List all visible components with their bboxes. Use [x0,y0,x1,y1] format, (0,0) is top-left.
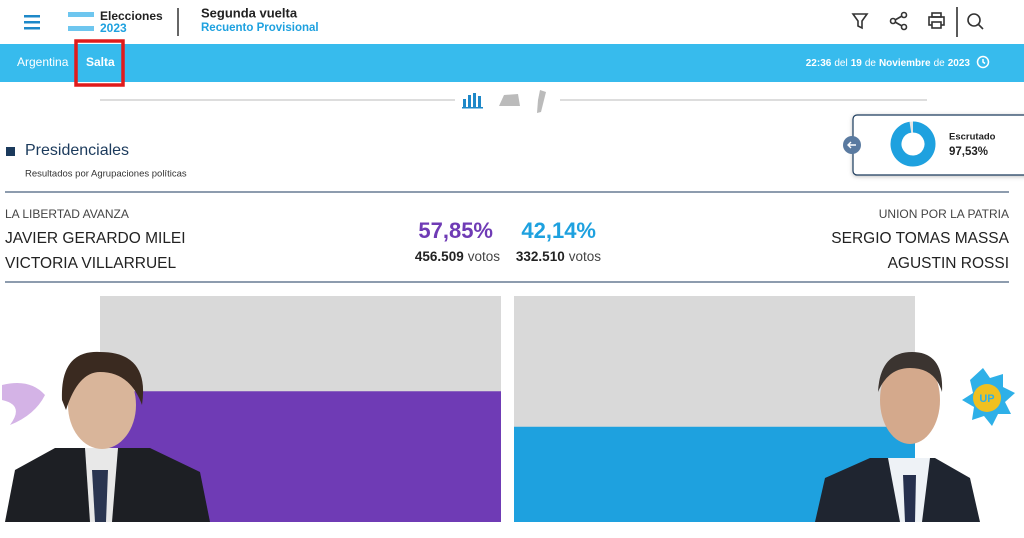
breadcrumb-bar [0,44,1024,82]
timestamp-part: de [865,58,877,69]
donut-arc [890,121,936,167]
president-name: JAVIER GERARDO MILEI [5,230,186,247]
logo-title: Elecciones [100,9,163,23]
svg-text:UP: UP [979,393,994,405]
party-name: LA LIBERTAD AVANZA [5,207,129,221]
filter-icon[interactable] [851,13,869,30]
votes-unit: votos [569,249,602,264]
section-title: Presidenciales [25,142,129,159]
highlight-box [74,39,125,87]
votes: 332.510 [516,249,565,264]
page-title: Segunda vuelta [201,5,298,20]
vice-name: VICTORIA VILLARRUEL [5,255,177,272]
timestamp-part: 22:36 [806,58,832,69]
bars-view-icon[interactable] [462,93,483,109]
percent: 42,14% [521,218,596,243]
menu-button[interactable] [24,15,40,30]
refresh-icon[interactable] [976,55,990,69]
timestamp-part: Noviembre [879,58,931,69]
scrutiny-card [852,114,1024,176]
breadcrumb-link[interactable]: Argentina [17,55,69,69]
section-subtitle: Resultados por Agrupaciones políticas [25,169,187,180]
timestamp: 22:36 del 19 de Noviembre de 2023 [806,58,971,69]
scrutiny-value: 97,53% [949,146,988,158]
scrutiny-label: Escrutado [949,132,996,143]
timestamp-part: de [934,58,946,69]
section-marker [6,147,15,156]
print-icon[interactable] [928,12,945,29]
logo[interactable]: Elecciones 2023 [68,9,163,35]
timestamp-part: del [834,58,847,69]
votes-unit: votos [468,249,501,264]
country-view-icon[interactable] [537,90,546,113]
page-subtitle: Recuento Provisional [201,22,319,34]
breadcrumb-current[interactable]: Salta [86,55,115,69]
candidate-photo [2,351,210,522]
search-icon[interactable] [967,13,984,30]
timestamp-part: 19 [851,58,863,69]
votes: 456.509 [415,249,464,264]
map-view-icon[interactable] [499,94,520,106]
timestamp-part: 2023 [948,58,971,69]
party-name: UNION POR LA PATRIA [879,207,1009,221]
percent: 57,85% [418,218,493,243]
vice-name: AGUSTIN ROSSI [888,255,1009,272]
candidate-photo: UP [815,352,1015,522]
logo-year: 2023 [100,21,127,35]
president-name: SERGIO TOMAS MASSA [831,230,1009,247]
share-icon[interactable] [889,11,908,31]
